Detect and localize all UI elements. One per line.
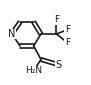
Text: S: S [55, 60, 61, 70]
Text: N: N [8, 29, 16, 39]
Text: F: F [65, 38, 70, 47]
Text: F: F [65, 25, 70, 34]
Text: F: F [54, 15, 59, 24]
Text: H₂N: H₂N [25, 66, 42, 75]
